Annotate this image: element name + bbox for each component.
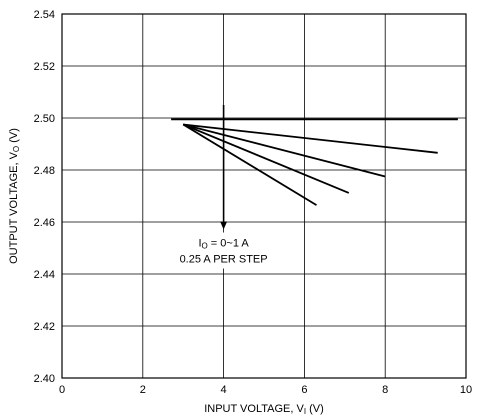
y-tick-label: 2.52 [34,61,55,73]
x-tick-label: 4 [221,384,227,396]
plot-area [61,13,467,379]
y-axis-label: OUTPUT VOLTAGE, VO (V) [8,128,21,264]
annotation-line-1: IO = 0~1 A [198,238,249,251]
x-tick-label: 10 [460,384,472,396]
annotation-arrow-head [220,221,228,230]
x-tick-label: 8 [382,384,388,396]
x-axis-label: INPUT VOLTAGE, VI (V) [204,403,324,416]
series-line-2 [183,123,438,154]
y-tick-label: 2.48 [34,165,55,177]
series-line-3 [182,123,386,178]
y-tick-label: 2.42 [34,321,55,333]
series-group [171,118,458,206]
grid [61,13,467,379]
y-tick-label: 2.46 [34,217,55,229]
x-tick-label: 0 [59,384,65,396]
x-tick-labels: 0 2 4 6 8 10 [59,384,472,396]
y-tick-label: 2.40 [34,373,55,385]
series-line-5 [182,123,317,206]
x-tick-label: 6 [301,384,307,396]
annotation-line-2: 0.25 A PER STEP [180,254,268,266]
annotation: IO = 0~1 A 0.25 A PER STEP [161,105,286,269]
annotation-background [161,232,286,269]
y-tick-labels: 2.40 2.42 2.44 2.46 2.48 2.50 2.52 2.54 [34,9,55,385]
y-tick-label: 2.44 [34,269,55,281]
y-tick-label: 2.50 [34,113,55,125]
series-line-4 [182,123,350,194]
y-tick-label: 2.54 [34,9,55,21]
x-tick-label: 2 [140,384,146,396]
